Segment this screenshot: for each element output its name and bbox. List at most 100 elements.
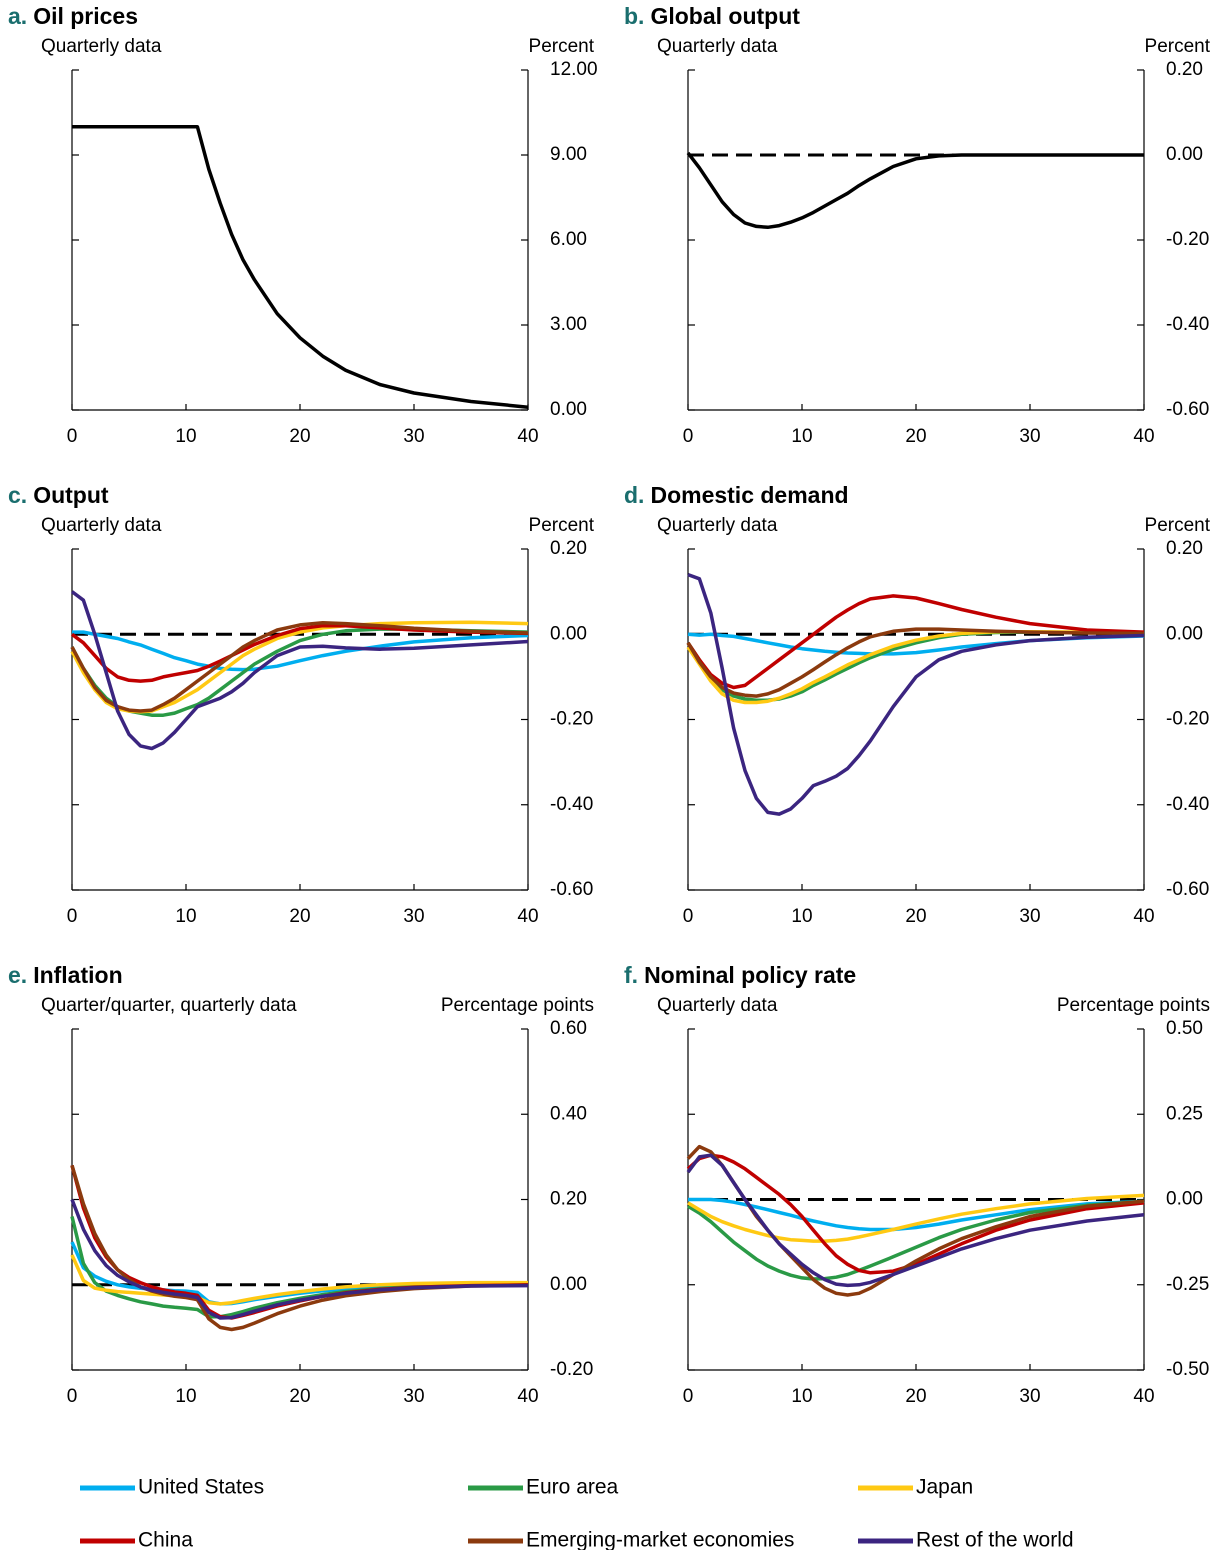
x-tick-label: 0 <box>683 906 694 927</box>
y-tick-label: -0.20 <box>550 709 593 730</box>
panel-label: f. <box>624 962 638 988</box>
y-tick-label: 9.00 <box>550 144 587 165</box>
x-tick-label: 40 <box>1133 906 1154 927</box>
panel-title: Oil prices <box>33 3 138 29</box>
chart-title: f. Nominal policy rate <box>624 962 856 988</box>
y-axis-label: Percent <box>1145 36 1211 57</box>
y-tick-label: 0.40 <box>550 1103 587 1124</box>
y-tick-label: 0.00 <box>550 1274 587 1295</box>
panel-label: b. <box>624 3 644 29</box>
y-axis-label: Percent <box>1145 515 1211 536</box>
x-tick-label: 20 <box>289 906 310 927</box>
panel-label: e. <box>8 962 27 988</box>
y-tick-label: 0.00 <box>1166 1189 1203 1210</box>
y-axis-label: Percent <box>529 36 595 57</box>
y-tick-label: 0.60 <box>550 1018 587 1039</box>
subtitle: Quarterly data <box>657 995 778 1016</box>
panel-title: Nominal policy rate <box>644 962 856 988</box>
x-tick-label: 30 <box>1019 1386 1040 1407</box>
y-axis-label: Percentage points <box>441 995 594 1016</box>
x-tick-label: 10 <box>175 906 196 927</box>
y-tick-label: 0.20 <box>1166 538 1203 559</box>
y-tick-label: 12.00 <box>550 59 598 80</box>
x-tick-label: 10 <box>791 906 812 927</box>
panel-label: c. <box>8 482 27 508</box>
panel-title: Output <box>33 482 109 508</box>
y-tick-label: 3.00 <box>550 314 587 335</box>
y-tick-label: -0.20 <box>1166 229 1209 250</box>
x-tick-label: 40 <box>1133 1386 1154 1407</box>
y-tick-label: 0.20 <box>550 538 587 559</box>
y-tick-label: 0.20 <box>550 1189 587 1210</box>
y-tick-label: 0.00 <box>550 399 587 420</box>
y-tick-label: -0.60 <box>550 879 593 900</box>
subtitle: Quarterly data <box>41 36 162 57</box>
y-tick-label: 0.50 <box>1166 1018 1203 1039</box>
y-tick-label: 0.00 <box>550 623 587 644</box>
y-tick-label: -0.40 <box>1166 314 1209 335</box>
x-tick-label: 0 <box>67 1386 78 1407</box>
x-tick-label: 20 <box>905 426 926 447</box>
x-tick-label: 0 <box>67 906 78 927</box>
y-tick-label: -0.40 <box>550 794 593 815</box>
x-tick-label: 10 <box>175 426 196 447</box>
series-line <box>72 124 529 409</box>
panel-title: Global output <box>650 3 800 29</box>
chart-title: d. Domestic demand <box>624 482 849 508</box>
y-axis-label: Percent <box>529 515 595 536</box>
y-tick-label: -0.60 <box>1166 879 1209 900</box>
y-tick-label: -0.40 <box>1166 794 1209 815</box>
chart-title: c. Output <box>8 482 109 508</box>
x-tick-label: 0 <box>67 426 78 447</box>
x-tick-label: 20 <box>905 906 926 927</box>
legend-label: Emerging-market economies <box>526 1529 794 1550</box>
x-tick-label: 0 <box>683 426 694 447</box>
x-tick-label: 30 <box>403 906 424 927</box>
series-line <box>70 1164 529 1320</box>
y-tick-label: 0.20 <box>1166 59 1203 80</box>
series-line <box>686 151 1144 230</box>
series-line <box>688 1197 1145 1232</box>
x-tick-label: 40 <box>517 426 538 447</box>
legend-label: Euro area <box>526 1476 619 1499</box>
x-tick-label: 20 <box>289 426 310 447</box>
series-line <box>70 627 529 717</box>
series-line <box>72 630 529 672</box>
series-line <box>70 1164 529 1332</box>
x-tick-label: 30 <box>1019 426 1040 447</box>
y-tick-label: 6.00 <box>550 229 587 250</box>
x-tick-label: 20 <box>905 1386 926 1407</box>
x-tick-label: 30 <box>403 1386 424 1407</box>
series-line <box>687 632 1145 656</box>
panel-title: Domestic demand <box>650 482 848 508</box>
series-line <box>686 629 1145 705</box>
chart-title: e. Inflation <box>8 962 123 988</box>
x-tick-label: 20 <box>289 1386 310 1407</box>
x-tick-label: 30 <box>403 426 424 447</box>
series-line <box>70 1198 529 1320</box>
series-line <box>686 1144 1145 1297</box>
x-tick-label: 30 <box>1019 906 1040 927</box>
legend-label: United States <box>138 1476 264 1499</box>
y-tick-label: -0.20 <box>1166 709 1209 730</box>
y-tick-label: -0.50 <box>1166 1359 1209 1380</box>
legend-label: Rest of the world <box>916 1529 1074 1550</box>
chart-title: a. Oil prices <box>8 3 138 29</box>
x-tick-label: 10 <box>791 426 812 447</box>
y-tick-label: 0.00 <box>1166 144 1203 165</box>
subtitle: Quarterly data <box>657 36 778 57</box>
legend-label: China <box>138 1529 193 1550</box>
series-line <box>686 627 1145 698</box>
x-tick-label: 40 <box>517 1386 538 1407</box>
x-tick-label: 40 <box>1133 426 1154 447</box>
series-line <box>70 590 529 751</box>
y-tick-label: 0.25 <box>1166 1103 1203 1124</box>
series-line <box>686 594 1145 690</box>
x-tick-label: 10 <box>175 1386 196 1407</box>
subtitle: Quarterly data <box>657 515 778 536</box>
x-tick-label: 10 <box>791 1386 812 1407</box>
y-tick-label: -0.60 <box>1166 399 1209 420</box>
series-line <box>687 572 1145 816</box>
panel-title: Inflation <box>33 962 122 988</box>
